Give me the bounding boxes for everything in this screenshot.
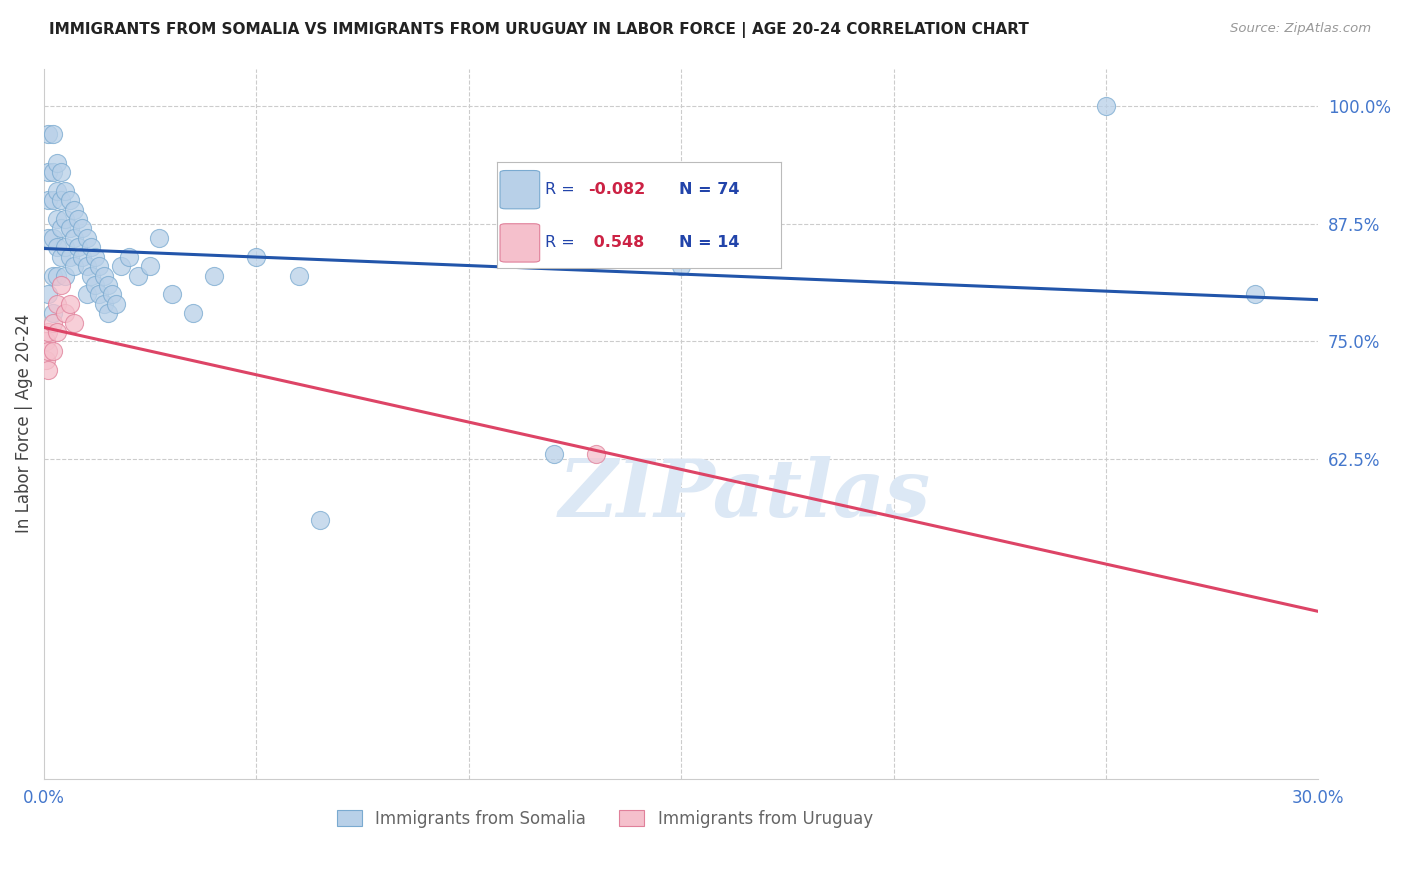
Point xyxy=(93,297,115,311)
Point xyxy=(80,240,103,254)
Text: R =: R = xyxy=(546,235,581,251)
Point xyxy=(53,268,76,283)
Point xyxy=(41,343,63,358)
Point xyxy=(45,297,67,311)
Point xyxy=(543,447,565,461)
Point xyxy=(160,287,183,301)
Point xyxy=(41,231,63,245)
Point xyxy=(84,277,107,292)
Text: R =: R = xyxy=(546,182,581,197)
Text: N = 14: N = 14 xyxy=(679,235,740,251)
FancyBboxPatch shape xyxy=(501,224,540,262)
Point xyxy=(49,221,72,235)
Point xyxy=(72,221,94,235)
Text: IMMIGRANTS FROM SOMALIA VS IMMIGRANTS FROM URUGUAY IN LABOR FORCE | AGE 20-24 CO: IMMIGRANTS FROM SOMALIA VS IMMIGRANTS FR… xyxy=(49,22,1029,38)
Point xyxy=(37,128,59,142)
Point xyxy=(67,240,90,254)
Point xyxy=(67,212,90,227)
Point xyxy=(309,513,332,527)
Point xyxy=(76,259,98,273)
Point xyxy=(53,306,76,320)
Point xyxy=(245,250,267,264)
Point xyxy=(76,287,98,301)
Point xyxy=(45,184,67,198)
Point xyxy=(105,297,128,311)
Point xyxy=(288,268,311,283)
Point xyxy=(41,268,63,283)
Point xyxy=(45,268,67,283)
Point xyxy=(37,362,59,376)
Point xyxy=(118,250,141,264)
Point xyxy=(139,259,162,273)
Point xyxy=(37,231,59,245)
Point xyxy=(35,353,58,368)
Point xyxy=(97,306,120,320)
Text: N = 74: N = 74 xyxy=(679,182,740,197)
Point xyxy=(1243,287,1265,301)
Point xyxy=(49,193,72,207)
Point xyxy=(63,202,86,217)
Point xyxy=(72,250,94,264)
Text: ZIPatlas: ZIPatlas xyxy=(558,456,931,533)
Text: Source: ZipAtlas.com: Source: ZipAtlas.com xyxy=(1230,22,1371,36)
Point xyxy=(41,128,63,142)
Text: -0.082: -0.082 xyxy=(588,182,645,197)
Point xyxy=(669,259,692,273)
Point xyxy=(37,325,59,339)
Point xyxy=(93,268,115,283)
Point xyxy=(63,231,86,245)
Point xyxy=(37,193,59,207)
Text: 0.548: 0.548 xyxy=(588,235,644,251)
Point xyxy=(58,250,80,264)
Point xyxy=(53,212,76,227)
FancyBboxPatch shape xyxy=(501,170,540,209)
Point xyxy=(41,316,63,330)
Y-axis label: In Labor Force | Age 20-24: In Labor Force | Age 20-24 xyxy=(15,314,32,533)
Point xyxy=(148,231,170,245)
Point xyxy=(110,259,132,273)
Point xyxy=(49,165,72,179)
Legend: Immigrants from Somalia, Immigrants from Uruguay: Immigrants from Somalia, Immigrants from… xyxy=(330,803,879,835)
Point xyxy=(101,287,124,301)
Point xyxy=(35,334,58,349)
Point xyxy=(585,447,607,461)
Point xyxy=(89,259,111,273)
Point xyxy=(41,306,63,320)
Point xyxy=(1095,99,1118,113)
Point xyxy=(41,165,63,179)
Point xyxy=(45,325,67,339)
Point xyxy=(45,240,67,254)
Point xyxy=(58,193,80,207)
Point xyxy=(53,240,76,254)
Point xyxy=(58,297,80,311)
Point xyxy=(37,343,59,358)
Point xyxy=(53,184,76,198)
Point xyxy=(202,268,225,283)
Point xyxy=(45,155,67,169)
Point xyxy=(63,259,86,273)
Point xyxy=(97,277,120,292)
Point xyxy=(127,268,149,283)
Point xyxy=(49,250,72,264)
Point xyxy=(41,193,63,207)
Point xyxy=(45,212,67,227)
Point xyxy=(37,287,59,301)
Point xyxy=(49,277,72,292)
Point xyxy=(37,165,59,179)
Point xyxy=(181,306,204,320)
Point xyxy=(58,221,80,235)
Point xyxy=(84,250,107,264)
Point xyxy=(80,268,103,283)
Point xyxy=(89,287,111,301)
Point xyxy=(63,316,86,330)
Point xyxy=(76,231,98,245)
